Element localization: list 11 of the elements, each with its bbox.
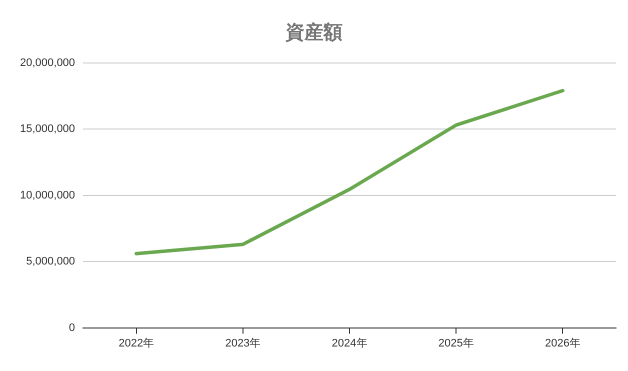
y-tick-label: 5,000,000 bbox=[26, 256, 76, 268]
x-tick-label: 2023年 bbox=[225, 337, 261, 350]
y-tick-label: 15,000,000 bbox=[20, 123, 76, 136]
chart-title: 資産額 bbox=[284, 21, 342, 44]
y-tick-label: 0 bbox=[68, 322, 76, 334]
y-tick-label: 20,000,000 bbox=[20, 56, 76, 69]
x-tick-label: 2025年 bbox=[438, 337, 474, 350]
x-tick-label: 2024年 bbox=[332, 337, 368, 350]
x-tick-label: 2022年 bbox=[118, 337, 154, 350]
y-tick-label: 10,000,000 bbox=[20, 189, 76, 202]
x-tick-label: 2026年 bbox=[544, 337, 580, 350]
